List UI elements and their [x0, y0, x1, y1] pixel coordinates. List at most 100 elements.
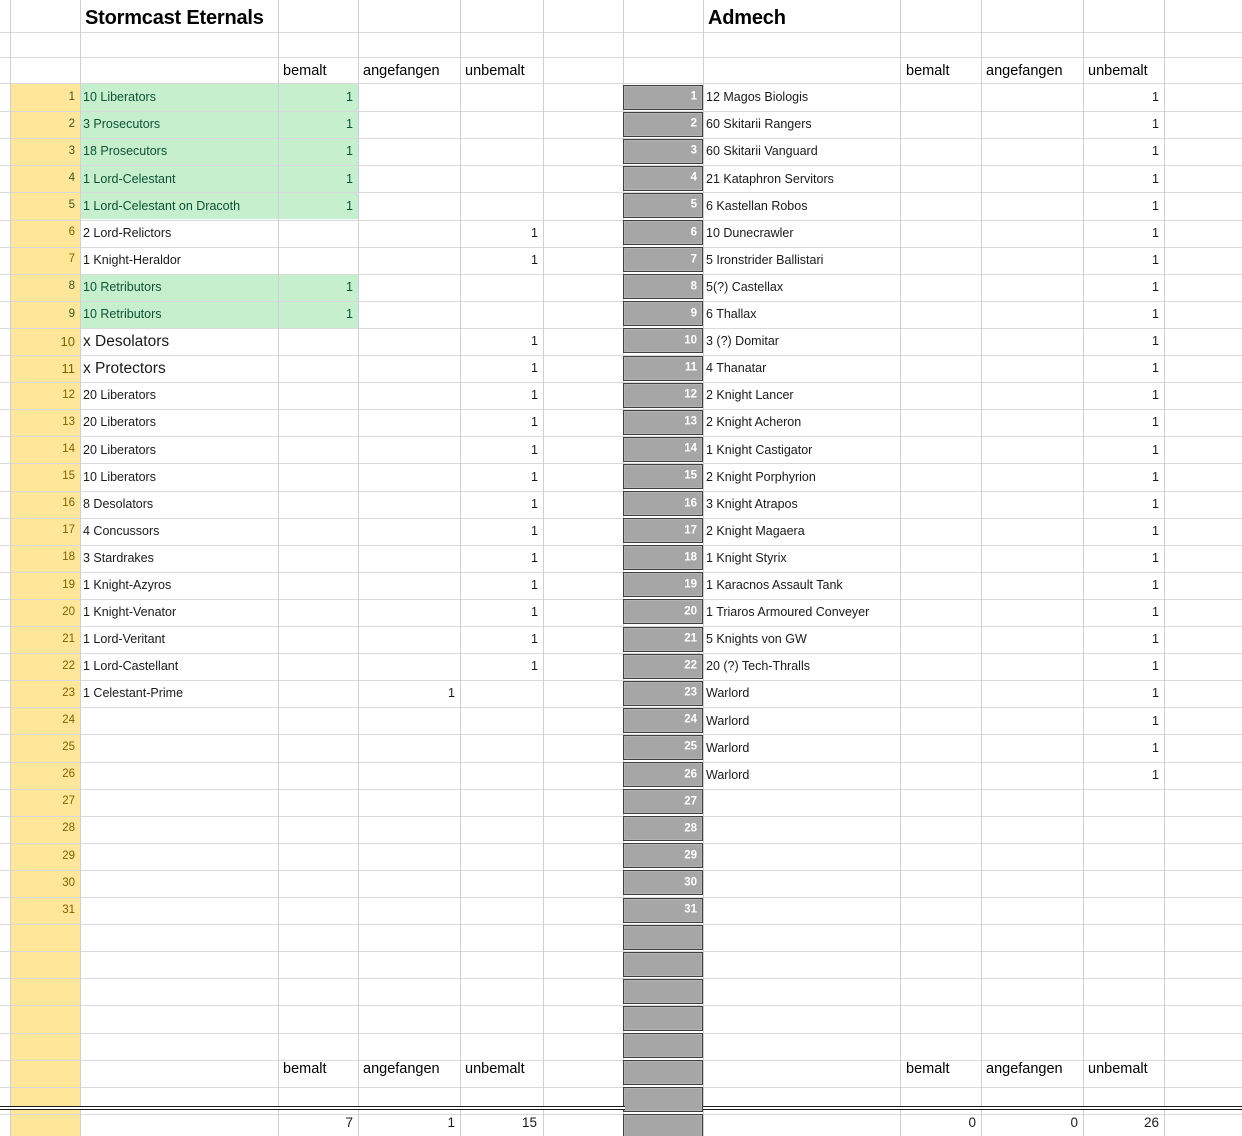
item-name-cell[interactable]	[80, 843, 278, 870]
cell-angefangen[interactable]	[981, 355, 1083, 382]
cell-bemalt[interactable]	[900, 436, 981, 463]
cell-bemalt[interactable]	[900, 626, 981, 653]
item-name-cell[interactable]: 5 Knights von GW	[706, 632, 807, 647]
cell-unbemalt[interactable]: 1	[531, 469, 538, 484]
cell-unbemalt[interactable]: 1	[1152, 469, 1159, 484]
cell-bemalt[interactable]	[278, 1005, 358, 1032]
row-index[interactable]: 8	[68, 280, 75, 293]
cell-bemalt[interactable]: 1	[346, 279, 353, 294]
row-index[interactable]	[10, 951, 80, 978]
cell-angefangen[interactable]	[358, 491, 460, 518]
item-name-cell[interactable]: 1 Lord-Veritant	[83, 632, 165, 647]
cell-unbemalt[interactable]	[460, 707, 543, 734]
gray-row-index[interactable]: 7	[623, 247, 703, 273]
gray-row-index[interactable]: 24	[623, 707, 703, 733]
gray-row-index[interactable]: 2	[623, 111, 703, 137]
cell-bemalt[interactable]	[900, 220, 981, 247]
cell-angefangen[interactable]	[981, 951, 1083, 978]
item-name-cell[interactable]: 3 Stardrakes	[83, 550, 154, 565]
cell-bemalt[interactable]	[900, 328, 981, 355]
item-name-cell[interactable]: 1 Triaros Armoured Conveyer	[706, 605, 870, 620]
row-index[interactable]: 28	[62, 822, 75, 835]
cell-unbemalt[interactable]: 1	[1152, 144, 1159, 159]
gray-row-index[interactable]: 28	[623, 816, 703, 842]
row-index[interactable]: 17	[62, 524, 75, 537]
item-name-cell[interactable]: 1 Lord-Celestant	[83, 171, 176, 186]
cell-unbemalt[interactable]	[460, 734, 543, 761]
cell-angefangen[interactable]	[981, 843, 1083, 870]
cell-bemalt[interactable]	[278, 545, 358, 572]
cell-unbemalt[interactable]: 1	[1152, 496, 1159, 511]
item-name-cell[interactable]: 2 Knight Lancer	[706, 388, 794, 403]
cell-angefangen[interactable]	[358, 220, 460, 247]
item-name-cell[interactable]: 10 Liberators	[83, 469, 156, 484]
cell-unbemalt[interactable]	[460, 951, 543, 978]
item-name-cell[interactable]: 10 Retributors	[83, 279, 162, 294]
cell-bemalt[interactable]	[900, 84, 981, 111]
cell-bemalt[interactable]	[900, 247, 981, 274]
cell-angefangen[interactable]	[358, 599, 460, 626]
item-name-cell[interactable]: 1 Lord-Castellant	[83, 659, 179, 674]
cell-angefangen[interactable]	[981, 328, 1083, 355]
item-name-cell[interactable]: 1 Knight-Venator	[83, 605, 177, 620]
cell-angefangen[interactable]	[358, 843, 460, 870]
cell-unbemalt[interactable]: 1	[1152, 767, 1159, 782]
item-name-cell[interactable]: 1 Karacnos Assault Tank	[706, 578, 843, 593]
cell-unbemalt[interactable]	[460, 897, 543, 924]
cell-bemalt[interactable]	[278, 382, 358, 409]
item-name-cell[interactable]	[80, 1033, 278, 1060]
cell-bemalt[interactable]	[900, 951, 981, 978]
cell-unbemalt[interactable]	[1083, 789, 1164, 816]
cell-bemalt[interactable]	[900, 463, 981, 490]
cell-angefangen[interactable]	[981, 734, 1083, 761]
cell-angefangen[interactable]	[358, 951, 460, 978]
item-name-cell[interactable]: x Protectors	[83, 359, 166, 377]
row-index[interactable]	[10, 1060, 80, 1087]
row-index[interactable]: 22	[62, 659, 75, 672]
item-name-cell[interactable]: Warlord	[706, 740, 750, 755]
cell-bemalt[interactable]	[900, 518, 981, 545]
cell-bemalt[interactable]	[278, 599, 358, 626]
row-index[interactable]: 14	[62, 443, 75, 456]
gray-row-index[interactable]	[623, 1033, 703, 1059]
cell-angefangen[interactable]	[358, 328, 460, 355]
item-name-cell[interactable]	[703, 1060, 900, 1087]
cell-angefangen[interactable]	[358, 111, 460, 138]
gray-row-index[interactable]: 26	[623, 762, 703, 788]
cell-bemalt[interactable]	[900, 491, 981, 518]
item-name-cell[interactable]: 20 Liberators	[83, 388, 156, 403]
cell-bemalt[interactable]	[900, 924, 981, 951]
item-name-cell[interactable]	[703, 1033, 900, 1060]
cell-angefangen[interactable]	[981, 572, 1083, 599]
cell-angefangen[interactable]	[981, 382, 1083, 409]
cell-bemalt[interactable]	[900, 897, 981, 924]
cell-unbemalt[interactable]: 1	[531, 252, 538, 267]
item-name-cell[interactable]: 2 Knight Magaera	[706, 523, 805, 538]
row-index[interactable]: 11	[61, 361, 76, 377]
cell-bemalt[interactable]	[900, 572, 981, 599]
cell-bemalt[interactable]	[278, 491, 358, 518]
cell-angefangen[interactable]	[358, 897, 460, 924]
cell-unbemalt[interactable]: 1	[531, 632, 538, 647]
cell-bemalt[interactable]	[278, 572, 358, 599]
gray-row-index[interactable]: 13	[623, 409, 703, 435]
item-name-cell[interactable]: 1 Knight-Azyros	[83, 578, 172, 593]
cell-unbemalt[interactable]	[460, 816, 543, 843]
item-name-cell[interactable]: Warlord	[706, 686, 750, 701]
item-name-cell[interactable]	[80, 870, 278, 897]
gray-row-index[interactable]: 12	[623, 382, 703, 408]
row-index[interactable]	[10, 924, 80, 951]
gray-row-index[interactable]: 8	[623, 274, 703, 300]
cell-bemalt[interactable]	[278, 328, 358, 355]
gray-row-index[interactable]: 27	[623, 789, 703, 815]
item-name-cell[interactable]: 10 Liberators	[83, 90, 156, 105]
item-name-cell[interactable]	[703, 843, 900, 870]
cell-angefangen[interactable]	[358, 463, 460, 490]
cell-bemalt[interactable]	[900, 653, 981, 680]
item-name-cell[interactable]: 2 Lord-Relictors	[83, 225, 172, 240]
item-name-cell[interactable]	[80, 924, 278, 951]
item-name-cell[interactable]	[703, 789, 900, 816]
cell-unbemalt[interactable]: 1	[1152, 442, 1159, 457]
gray-row-index[interactable]: 14	[623, 436, 703, 462]
item-name-cell[interactable]: 2 Knight Acheron	[706, 415, 802, 430]
